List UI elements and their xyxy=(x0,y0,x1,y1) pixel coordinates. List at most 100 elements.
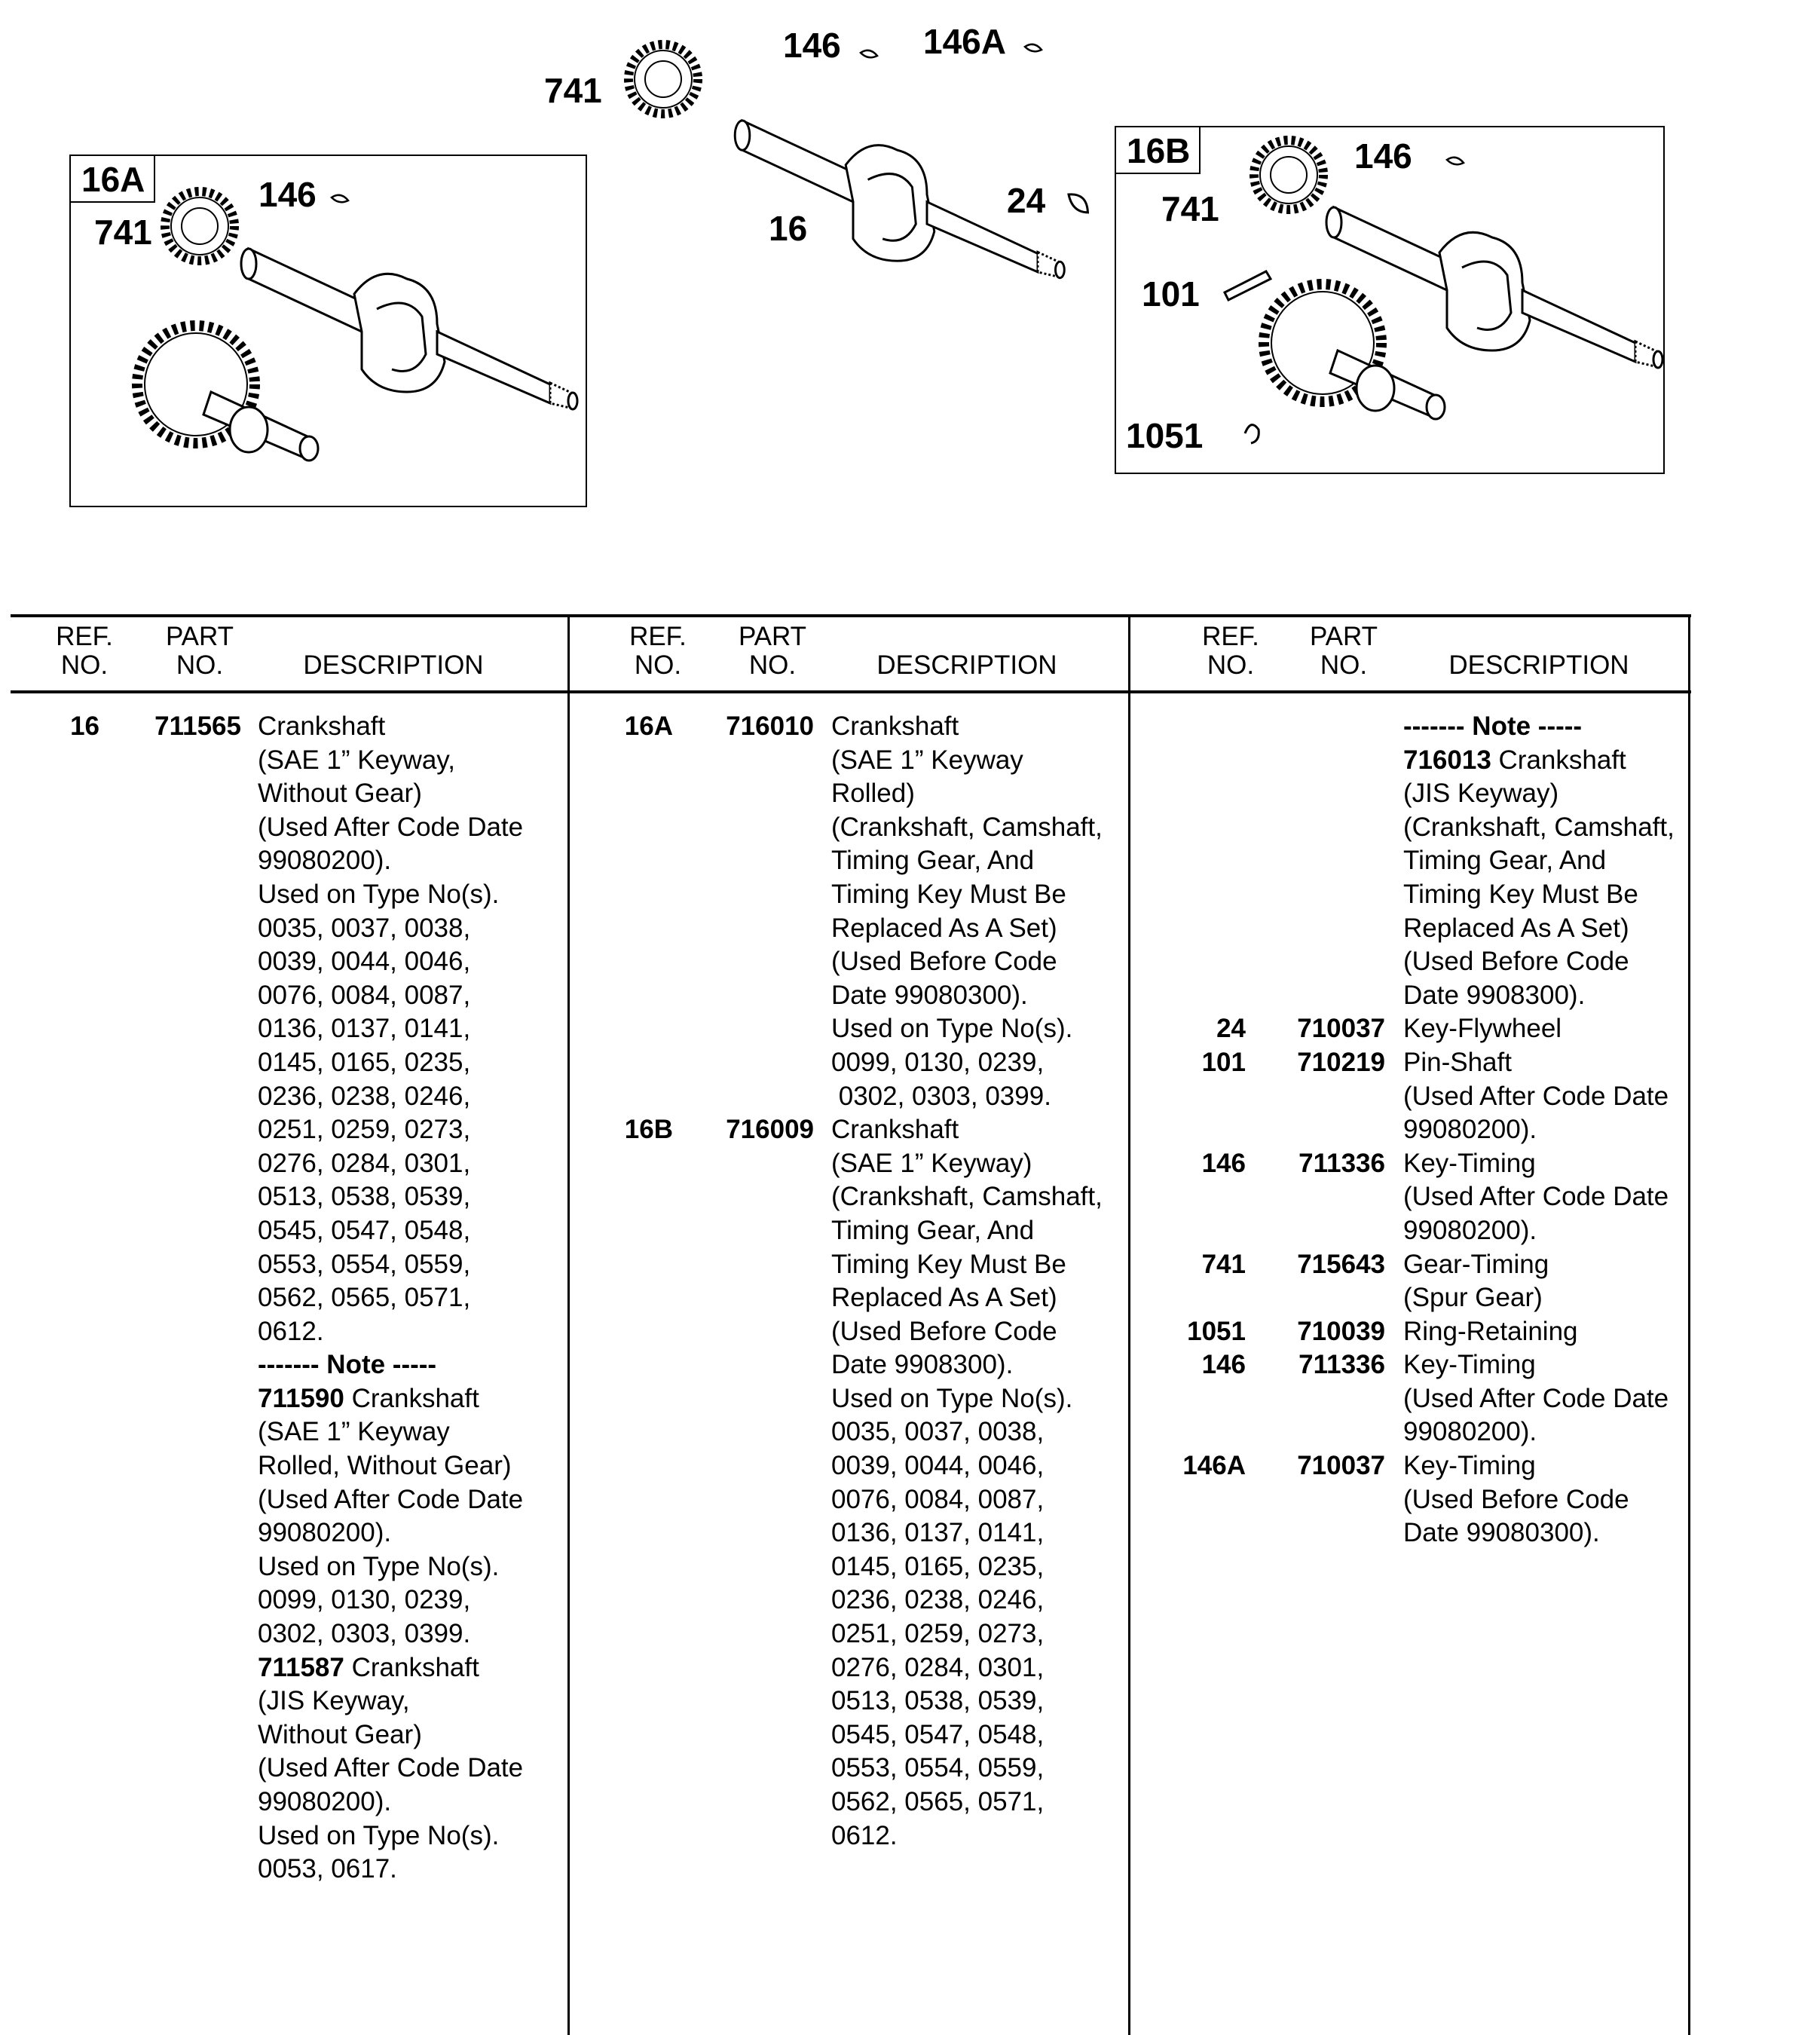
description-text: (Used After Code Date xyxy=(258,1484,524,1514)
description-line: Crankshaft xyxy=(831,1113,1820,1147)
description-line: 0145, 0165, 0235, xyxy=(831,1550,1820,1584)
box-16B: 16B xyxy=(1115,126,1665,474)
header-description: DESCRIPTION xyxy=(303,650,484,680)
description-text: (JIS Keyway, xyxy=(258,1686,410,1716)
box-16A-label: 16A xyxy=(71,156,156,203)
description-line: Used on Type No(s). xyxy=(831,1012,1820,1046)
description-line: (SAE 1” Keyway) xyxy=(831,1147,1820,1181)
description-line: ------- Note ----- xyxy=(1403,710,1820,744)
description-text: 0553, 0554, 0559, xyxy=(258,1249,471,1279)
description-text: Used on Type No(s). xyxy=(831,1014,1073,1044)
description-text: Date 9908300). xyxy=(1403,980,1586,1010)
bold-part-ref: 711587 xyxy=(258,1652,344,1682)
description-line: Key-Timing xyxy=(1403,1147,1820,1181)
description-line: 0236, 0238, 0246, xyxy=(831,1584,1820,1617)
description-text: Ring-Retaining xyxy=(1403,1316,1578,1346)
bold-part-ref: ------- Note ----- xyxy=(1403,711,1583,741)
description-line: 0145, 0165, 0235, xyxy=(258,1046,1820,1080)
description-text: Crankshaft xyxy=(258,711,386,741)
table-row: 1051 710039 Ring-Retaining xyxy=(0,1315,1820,1349)
description-line: (SAE 1” Keyway xyxy=(831,744,1820,778)
description-text: 0612. xyxy=(258,1316,324,1346)
description-text: 99080200). xyxy=(258,1518,392,1548)
description-line: (Crankshaft, Camshaft, xyxy=(831,811,1820,845)
description-line: 0039, 0044, 0046, xyxy=(258,945,1820,979)
description-text: 0302, 0303, 0399. xyxy=(258,1619,471,1649)
table-column: 16 711565 Crankshaft (SAE 1” Keyway, Withou… xyxy=(0,710,1820,1887)
ref-no: 16 xyxy=(70,711,99,741)
table-row: 16A 716010 Crankshaft (SAE 1” Keyway Rolled… xyxy=(0,710,1820,1113)
description-line: Crankshaft xyxy=(831,710,1820,744)
description-line: Timing Gear, And xyxy=(831,844,1820,878)
column-divider xyxy=(1688,614,1690,2035)
description-line: (SAE 1” Keyway xyxy=(258,1415,1820,1449)
description-text: Pin-Shaft xyxy=(1403,1047,1512,1077)
description-text: (Used After Code Date xyxy=(1403,1383,1669,1413)
description-text: Used on Type No(s). xyxy=(831,1383,1073,1413)
header-part-line: PART xyxy=(1309,622,1378,651)
description-text: Crankshaft xyxy=(1491,745,1626,775)
description-line: 0553, 0554, 0559, xyxy=(258,1248,1820,1282)
part-no: 710039 xyxy=(1297,1316,1385,1346)
description-text: 0039, 0044, 0046, xyxy=(831,1451,1045,1481)
table-row: 16B 716009 Crankshaft (SAE 1” Keyway) (Cran… xyxy=(0,1113,1820,1853)
description-text: Date 99080300). xyxy=(831,980,1028,1010)
table-row: 101 710219 Pin-Shaft (Used After Code Date… xyxy=(0,1046,1820,1147)
description-text: Crankshaft xyxy=(831,1115,959,1145)
description-line: 99080200). xyxy=(1403,1113,1820,1147)
description-line: (SAE 1” Keyway, xyxy=(258,744,1820,778)
description-line: 0562, 0565, 0571, xyxy=(258,1281,1820,1315)
description-line: 0612. xyxy=(831,1819,1820,1853)
description-text: 0236, 0238, 0246, xyxy=(258,1081,471,1111)
header-ref-line: NO. xyxy=(60,650,109,680)
description-text: 99080200). xyxy=(1403,1417,1537,1447)
description-text: Timing Key Must Be xyxy=(1403,879,1638,909)
description-text: Used on Type No(s). xyxy=(258,1551,500,1581)
description-line: 0076, 0084, 0087, xyxy=(831,1483,1820,1517)
description-text: Date 99080300). xyxy=(1403,1518,1600,1548)
table-row: 146 711336 Key-Timing (Used After Code Dat… xyxy=(0,1147,1820,1248)
description-line: Replaced As A Set) xyxy=(831,1281,1820,1315)
table-row: 16 711565 Crankshaft (SAE 1” Keyway, Withou… xyxy=(0,710,1820,1887)
description-text: 0251, 0259, 0273, xyxy=(831,1619,1045,1649)
description-line: Date 9908300). xyxy=(831,1348,1820,1382)
table-column: 16A 716010 Crankshaft (SAE 1” Keyway Rolled… xyxy=(0,710,1820,1853)
description-line: (Used Before Code xyxy=(831,1315,1820,1349)
description-line: 0302, 0303, 0399. xyxy=(258,1617,1820,1651)
header-ref-line: REF. xyxy=(56,622,113,651)
description-line: Used on Type No(s). xyxy=(258,878,1820,912)
header-part-line: PART xyxy=(738,622,807,651)
description-line: Rolled) xyxy=(831,777,1820,811)
description-line: 0562, 0565, 0571, xyxy=(831,1786,1820,1819)
description-text: Crankshaft xyxy=(344,1652,479,1682)
header-description: DESCRIPTION xyxy=(876,650,1057,680)
table-row: 24 710037 Key-Flywheel xyxy=(0,1012,1820,1046)
callout-16A-146: 146 xyxy=(258,175,317,214)
description-line: 0035, 0037, 0038, xyxy=(831,1415,1820,1449)
description-line: Used on Type No(s). xyxy=(258,1819,1820,1853)
callout-16B-1051: 1051 xyxy=(1126,416,1204,455)
box-16A: 16A xyxy=(69,155,587,507)
description-text: (Spur Gear) xyxy=(1403,1283,1543,1313)
description-line: (JIS Keyway) xyxy=(1403,777,1820,811)
header-ref-line: REF. xyxy=(629,622,687,651)
description-line: Pin-Shaft xyxy=(1403,1046,1820,1080)
description-text: Timing Key Must Be xyxy=(831,879,1066,909)
description-line: 0076, 0084, 0087, xyxy=(258,979,1820,1013)
description-line: Crankshaft xyxy=(258,710,1820,744)
description-line: (JIS Keyway, xyxy=(258,1685,1820,1718)
description-line: (Used Before Code xyxy=(1403,1483,1820,1517)
description-text: 99080200). xyxy=(258,1787,392,1816)
description-text: Replaced As A Set) xyxy=(1403,913,1629,943)
description-line: 0545, 0547, 0548, xyxy=(258,1214,1820,1248)
ref-no: 1051 xyxy=(1187,1316,1246,1346)
description-text: Date 9908300). xyxy=(831,1350,1014,1380)
description-line: 0276, 0284, 0301, xyxy=(831,1651,1820,1685)
description-text: 0099, 0130, 0239, xyxy=(831,1047,1045,1077)
description-line: 99080200). xyxy=(1403,1415,1820,1449)
description-text: (Used After Code Date xyxy=(1403,1182,1669,1212)
description-text: (Crankshaft, Camshaft, xyxy=(831,1182,1103,1212)
description-line: Without Gear) xyxy=(258,1718,1820,1752)
header-description: DESCRIPTION xyxy=(1448,650,1629,680)
description-text: (SAE 1” Keyway) xyxy=(831,1148,1032,1178)
